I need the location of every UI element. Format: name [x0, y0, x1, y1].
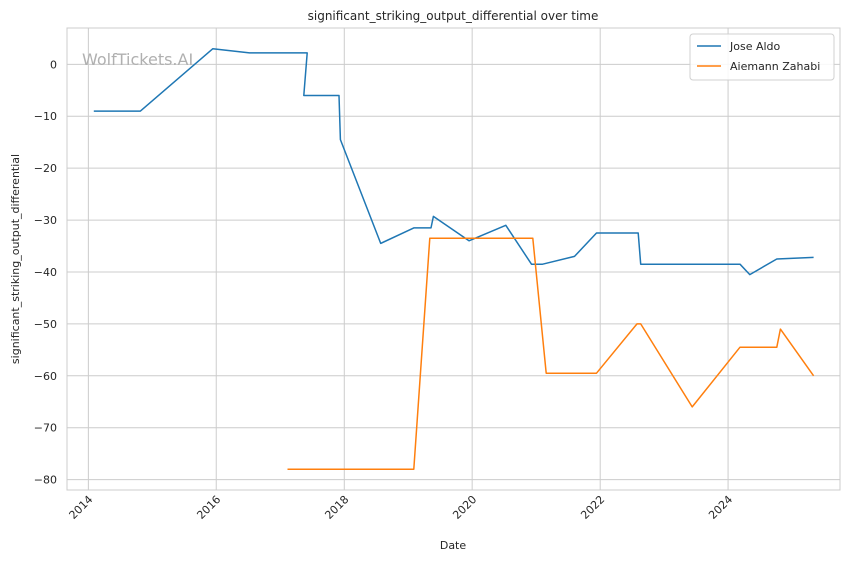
- grid: [67, 28, 840, 490]
- plot-frame: [66, 27, 841, 491]
- y-tick-label: −30: [34, 214, 57, 227]
- y-tick-label: −40: [34, 266, 57, 279]
- y-tick-labels: 0 −10 −20 −30 −40 −50 −60 −70 −80: [34, 58, 57, 486]
- series-layer: [93, 48, 815, 470]
- y-tick-label: −80: [34, 474, 57, 487]
- legend-label-aiemann-zahabi: Aiemann Zahabi: [730, 60, 820, 73]
- series-line-jose-aldo: [93, 48, 814, 276]
- y-tick-label: −20: [34, 162, 57, 175]
- legend: Jose Aldo Aiemann Zahabi: [689, 33, 835, 81]
- x-axis-label: Date: [440, 539, 467, 552]
- y-tick-label: −10: [34, 110, 57, 123]
- series-line-aiemann-zahabi: [287, 237, 815, 470]
- legend-box: [689, 33, 835, 81]
- y-tick-label: −60: [34, 370, 57, 383]
- legend-label-jose-aldo: Jose Aldo: [729, 40, 781, 53]
- watermark: WolfTickets.AI: [82, 50, 193, 69]
- y-tick-label: −50: [34, 318, 57, 331]
- chart-title: significant_striking_output_differential…: [308, 9, 599, 23]
- y-axis-label: significant_striking_output_differential: [9, 154, 22, 364]
- y-tick-label: −70: [34, 422, 57, 435]
- y-tick-label: 0: [50, 58, 57, 71]
